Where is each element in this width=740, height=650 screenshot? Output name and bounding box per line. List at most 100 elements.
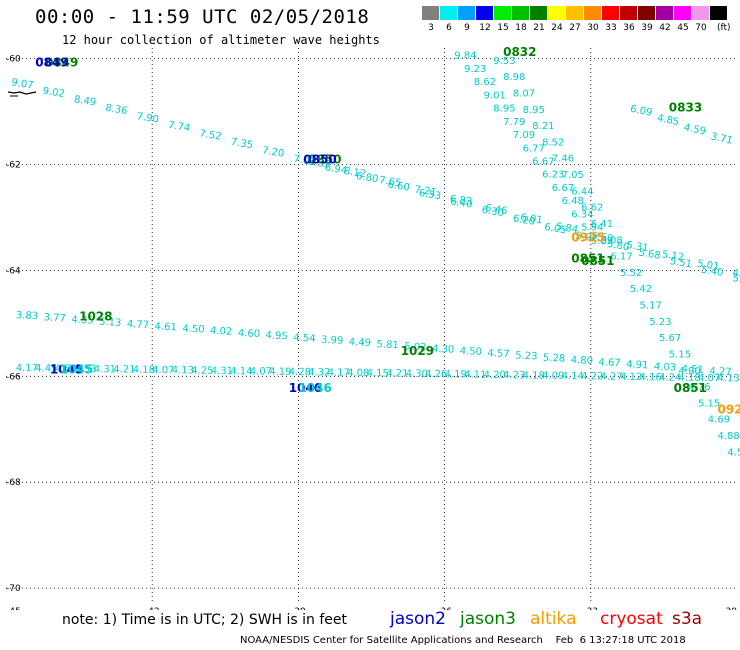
scale-label: 3	[428, 23, 434, 33]
wave-height-value: 7.74	[167, 120, 191, 134]
scale-label: 9	[464, 23, 470, 33]
wave-height-value: 5.67	[659, 333, 681, 344]
wave-height-value: 4.20	[484, 370, 506, 381]
wave-height-value: 4.69	[708, 415, 730, 426]
scale-swatch	[530, 6, 547, 20]
wave-height-value: 4.14	[562, 371, 584, 382]
wave-height-value: 6.44	[571, 186, 593, 197]
wave-height-value: 4.31	[94, 364, 116, 375]
track-south-upper: 3.83 3.77 4.35 5.13 4.77 4.61 4.50 4.02 4.60 4.95…	[16, 310, 732, 378]
wave-height-value: 5.85	[591, 236, 613, 247]
wave-height-value: 4.60	[238, 328, 261, 340]
wave-height-value: 6.05	[544, 222, 568, 236]
scale-swatch	[656, 6, 673, 20]
wave-height-value: 4.80	[570, 355, 593, 367]
coastline	[7, 91, 37, 97]
track-cross-track-1: 9.849.238.629.018.957.797.096.776.676.23…	[454, 51, 613, 247]
scale-swatch	[692, 6, 709, 20]
wave-height-value: 6.09	[629, 104, 653, 119]
scale-swatch	[620, 6, 637, 20]
wave-height-value: 4.07	[250, 366, 272, 377]
wave-height-value: 4.25	[191, 366, 213, 377]
wave-height-value: 6.83	[449, 194, 473, 208]
track-cross-track-2: 9.53 8.98 8.07 8.95 8.21 8.52 7.46 7.05 6.44 6.62…	[493, 56, 740, 458]
pass-time-label: 0851	[674, 381, 707, 395]
wave-height-value: 7.52	[199, 128, 223, 142]
wave-height-value: 6.67	[552, 183, 574, 194]
wave-height-value: 4.76	[688, 382, 710, 393]
scale-unit: (ft)	[717, 23, 731, 33]
wave-height-value: 5.31	[626, 240, 650, 254]
wave-height-value: 5.23	[649, 317, 671, 328]
wave-height-value: 5.60	[590, 231, 614, 245]
lat-label: -60	[6, 55, 21, 65]
wave-height-value: 4.02	[210, 326, 233, 338]
wave-height-value: 9.01	[484, 90, 506, 101]
wave-height-value: 4.45	[35, 363, 57, 374]
wave-height-value: 9.53	[493, 56, 515, 67]
scale-label: 12	[479, 23, 491, 33]
map-grid	[6, 48, 737, 604]
scale-swatch	[512, 6, 529, 20]
wave-height-value: 4.62	[55, 364, 77, 375]
wave-height-value: 9.07	[10, 77, 34, 91]
scale-label: 70	[695, 23, 707, 33]
wave-height-value: 4.95	[265, 330, 288, 342]
wave-height-value: 4.19	[269, 367, 291, 378]
wave-height-value: 3.83	[16, 310, 39, 322]
wave-height-value: 4.28	[289, 367, 311, 378]
wave-height-value: 5.42	[630, 284, 652, 295]
wave-height-value: 7.65	[378, 175, 402, 189]
wave-height-value: 6.53	[418, 188, 442, 202]
wave-height-value: 4.08	[347, 368, 369, 379]
wave-height-value: 4.12	[620, 372, 642, 383]
wave-height-value: 7.79	[503, 117, 525, 128]
wave-height-value: 8.21	[532, 121, 554, 132]
wave-height-value: 5.02	[404, 341, 427, 353]
wave-height-value: 7.05	[562, 170, 584, 181]
wave-height-value: 4.18	[678, 373, 700, 384]
wave-height-value: 6.08	[601, 235, 623, 246]
wave-height-value: 5.01	[696, 258, 720, 272]
track-jason3-mid: 8.55 8.12 7.65 7.21 6.83 6.46 6.01 5.84 5.60 5.31…	[308, 157, 740, 282]
lat-label: -68	[6, 478, 21, 488]
wave-height-value: 6.62	[581, 203, 603, 214]
scale-swatch	[710, 6, 727, 20]
wave-height-value: 5.30	[732, 273, 740, 287]
wave-height-value: 4.54	[293, 333, 316, 345]
wave-height-value: 4.59	[727, 447, 740, 458]
wave-height-value: 4.24	[659, 373, 681, 384]
wave-height-value: 4.35	[71, 315, 94, 327]
wave-height-value: 8.55	[308, 157, 332, 171]
wave-height-value: 7.01	[293, 154, 317, 168]
wave-height-value: 3.77	[43, 312, 66, 324]
wave-height-value: 4.30	[406, 369, 428, 380]
mission-label-cryosat: cryosat	[600, 609, 663, 629]
wave-height-value: 4.07	[698, 373, 720, 384]
wave-height-value: 4.26	[425, 369, 447, 380]
wave-height-value: 8.52	[542, 137, 564, 148]
track-south-lower: 4.174.454.624.534.314.214.184.074.134.25…	[16, 363, 740, 384]
wave-height-value: 4.03	[654, 362, 677, 374]
wave-height-value: 4.22	[581, 371, 603, 382]
wave-height-value: 4.14	[230, 366, 252, 377]
wave-height-value: 7.35	[230, 137, 254, 151]
lat-label: -70	[6, 584, 21, 594]
wave-height-value: 8.36	[104, 103, 128, 117]
scale-swatch	[458, 6, 475, 20]
scale-label: 39	[641, 23, 653, 33]
scale-swatch	[566, 6, 583, 20]
scale-label: 36	[623, 23, 635, 33]
scale-swatch	[638, 6, 655, 20]
wave-height-value: 4.13	[172, 365, 194, 376]
scale-label: 27	[569, 23, 581, 33]
lon-label: -30	[722, 607, 737, 610]
wave-height-value: 4.77	[127, 319, 150, 331]
wave-height-value: 6.48	[562, 196, 584, 207]
wave-height-value: 4.50	[459, 346, 482, 358]
wave-height-value: 6.30	[481, 205, 505, 219]
wave-height-value: 4.67	[598, 357, 621, 369]
pass-time-label: 0832	[503, 45, 536, 59]
wave-height-value: 4.18	[523, 371, 545, 382]
scale-label: 18	[515, 23, 527, 33]
